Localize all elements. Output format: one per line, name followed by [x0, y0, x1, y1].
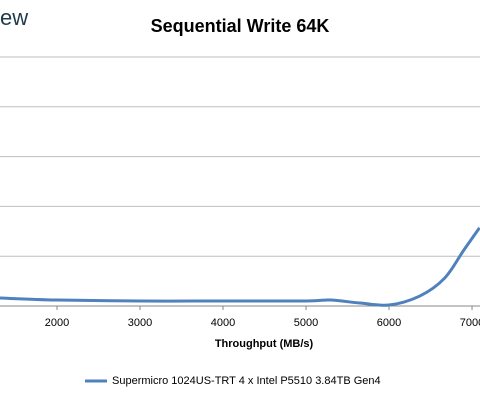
x-tick-label: 5000: [294, 317, 318, 329]
x-tick-label: 7000: [460, 317, 480, 329]
x-axis-label: Throughput (MB/s): [215, 338, 314, 350]
x-tick-label: 2000: [45, 317, 69, 329]
x-tick-label: 6000: [377, 317, 401, 329]
series-line: [0, 226, 480, 307]
x-tick-label: 4000: [211, 317, 235, 329]
chart-title: Sequential Write 64K: [151, 16, 330, 36]
x-tick-label: 3000: [128, 317, 152, 329]
logo: ew: [0, 5, 28, 30]
legend-label: Supermicro 1024US-TRT 4 x Intel P5510 3.…: [112, 375, 381, 387]
